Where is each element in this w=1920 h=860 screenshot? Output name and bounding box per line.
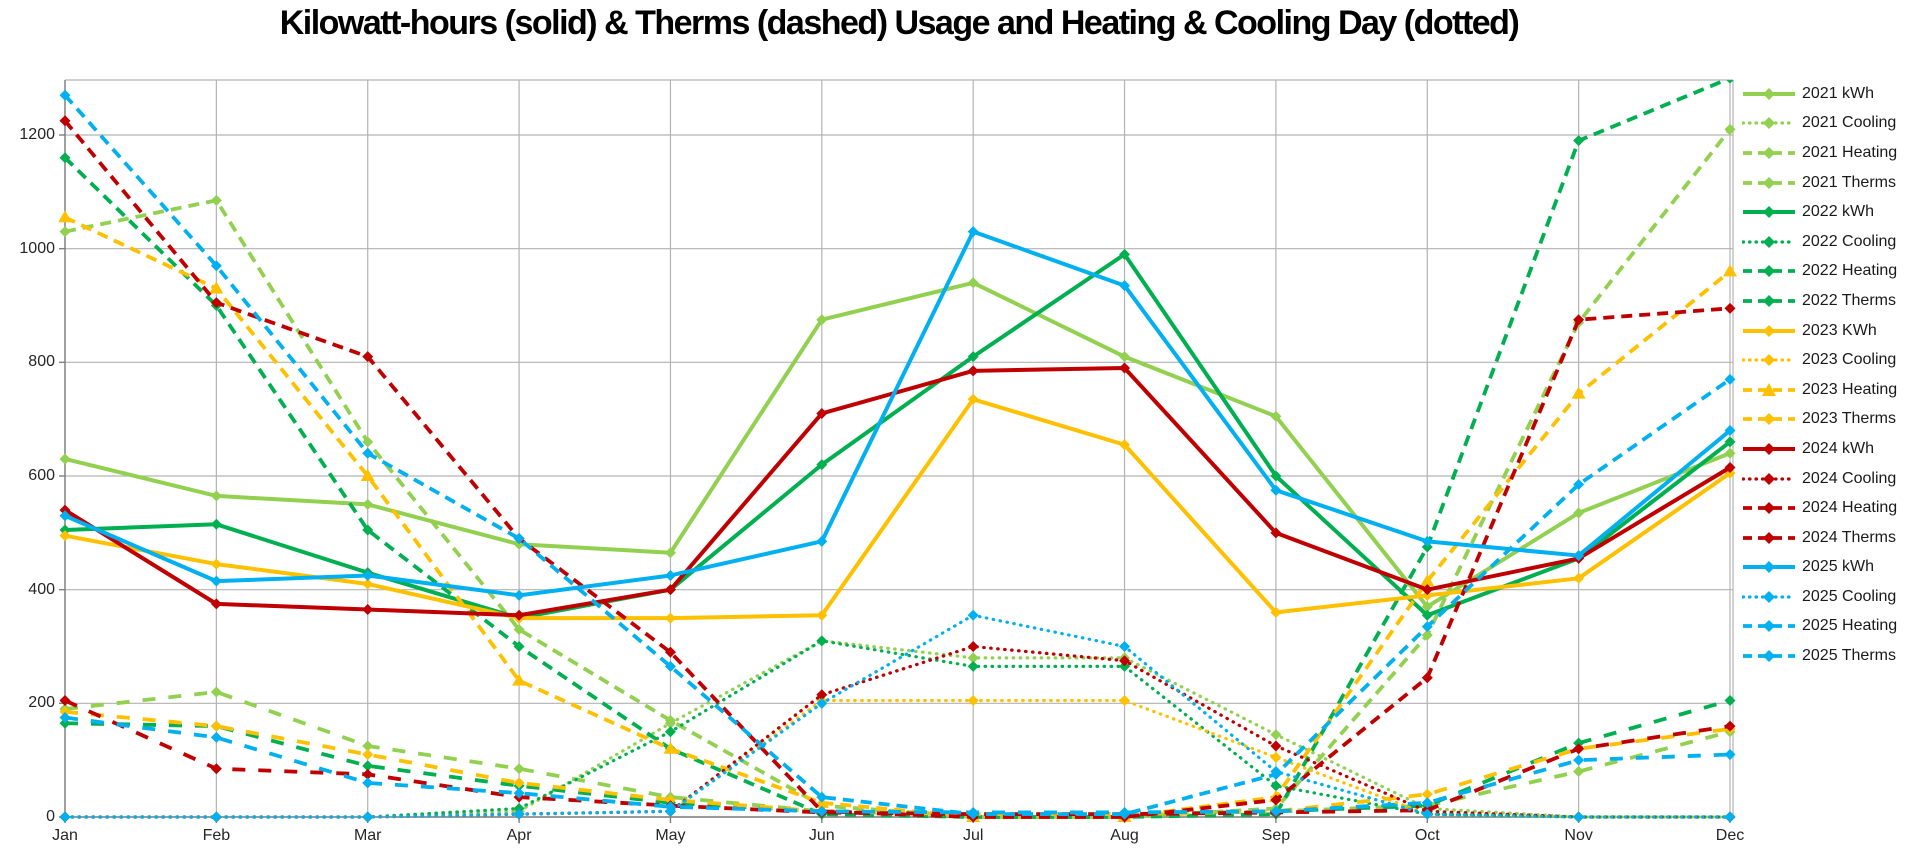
legend-item-label: 2024 kWh	[1802, 439, 1875, 457]
chart-title: Kilowatt-hours (solid) & Therms (dashed)…	[279, 4, 1520, 42]
y-tick-label: 1000	[19, 239, 55, 257]
legend-item-label: 2021 Therms	[1802, 173, 1896, 191]
legend-line-sample	[1742, 590, 1796, 603]
legend-line-sample	[1743, 206, 1795, 219]
legend-item-label: 2022 Cooling	[1802, 232, 1897, 250]
y-tick-label: 600	[28, 467, 55, 484]
legend-item: 2021 Heating	[1742, 138, 1897, 168]
legend-line-sample	[1742, 117, 1796, 130]
x-tick-label: May	[655, 827, 686, 844]
legend-item: 2024 Cooling	[1742, 464, 1897, 494]
y-tick-label: 0	[46, 808, 55, 825]
legend-line-sample	[1743, 561, 1795, 574]
x-tick-label: Apr	[506, 827, 532, 844]
legend: 2021 kWh 2021 Cooling 2021 Heating 2021 The…	[1742, 79, 1897, 671]
legend-line-sample	[1743, 265, 1795, 278]
legend-item-label: 2021 Heating	[1802, 143, 1898, 161]
legend-item: 2024 kWh	[1742, 434, 1897, 464]
legend-item: 2022 kWh	[1742, 197, 1897, 227]
legend-item: 2023 Therms	[1742, 405, 1897, 435]
legend-item: 2024 Heating	[1742, 493, 1897, 523]
legend-item-label: 2023 KWh	[1802, 321, 1877, 339]
legend-line-sample	[1743, 502, 1795, 515]
legend-item-label: 2022 Therms	[1802, 291, 1896, 309]
legend-item: 2025 Therms	[1742, 641, 1897, 671]
legend-item: 2025 Cooling	[1742, 582, 1897, 612]
legend-item-label: 2021 kWh	[1802, 84, 1875, 102]
legend-line-sample	[1742, 235, 1796, 248]
legend-item-label: 2025 kWh	[1802, 558, 1875, 576]
legend-line-sample	[1742, 472, 1796, 485]
legend-item: 2023 Heating	[1742, 375, 1897, 405]
legend-item: 2023 Cooling	[1742, 345, 1897, 375]
legend-line-sample	[1743, 382, 1795, 396]
legend-item-label: 2024 Therms	[1802, 528, 1896, 546]
legend-item-label: 2025 Therms	[1802, 647, 1896, 665]
legend-item: 2021 kWh	[1742, 79, 1897, 109]
legend-item: 2022 Therms	[1742, 286, 1897, 316]
y-tick-label: 200	[28, 694, 55, 712]
x-tick-label: Mar	[353, 827, 382, 844]
legend-item-label: 2022 kWh	[1802, 203, 1875, 221]
legend-item-label: 2022 Heating	[1802, 262, 1898, 280]
y-tick-label: 800	[28, 353, 55, 371]
legend-item: 2022 Cooling	[1742, 227, 1897, 257]
legend-line-sample	[1743, 146, 1795, 159]
legend-line-sample	[1742, 354, 1796, 367]
x-tick-label: Jan	[52, 827, 78, 844]
legend-item: 2022 Heating	[1742, 257, 1897, 287]
legend-item: 2025 Heating	[1742, 612, 1897, 642]
legend-item-label: 2025 Cooling	[1802, 587, 1897, 605]
x-tick-label: Jun	[808, 827, 835, 844]
x-tick-label: Feb	[202, 827, 231, 844]
legend-item-label: 2024 Cooling	[1802, 469, 1897, 487]
legend-line-sample	[1743, 442, 1795, 455]
x-tick-label: Jul	[962, 827, 984, 844]
legend-item-label: 2023 Cooling	[1802, 351, 1897, 369]
legend-line-sample	[1743, 294, 1795, 307]
legend-line-sample	[1743, 324, 1795, 337]
legend-item-label: 2023 Heating	[1802, 380, 1898, 398]
legend-line-sample	[1743, 650, 1795, 663]
x-tick-label: Sep	[1261, 827, 1291, 844]
legend-item: 2025 kWh	[1742, 553, 1897, 583]
y-tick-label: 1200	[19, 126, 55, 143]
x-tick-label: Dec	[1715, 827, 1745, 844]
legend-item: 2024 Therms	[1742, 523, 1897, 553]
legend-item-label: 2025 Heating	[1802, 617, 1898, 635]
x-tick-label: Nov	[1564, 827, 1593, 844]
legend-line-sample	[1743, 531, 1795, 544]
legend-item: 2023 KWh	[1742, 316, 1897, 346]
legend-line-sample	[1743, 620, 1795, 633]
legend-line-sample	[1743, 413, 1795, 426]
legend-item-label: 2021 Cooling	[1802, 114, 1897, 132]
legend-item-label: 2024 Heating	[1802, 499, 1898, 517]
legend-item: 2021 Therms	[1742, 168, 1897, 198]
x-tick-label: Aug	[1110, 827, 1139, 844]
x-tick-label: Oct	[1414, 827, 1440, 844]
legend-line-sample	[1743, 176, 1795, 189]
legend-line-sample	[1743, 87, 1795, 100]
y-tick-label: 400	[28, 580, 55, 598]
legend-item-label: 2023 Therms	[1802, 410, 1896, 428]
legend-item: 2021 Cooling	[1742, 109, 1897, 139]
